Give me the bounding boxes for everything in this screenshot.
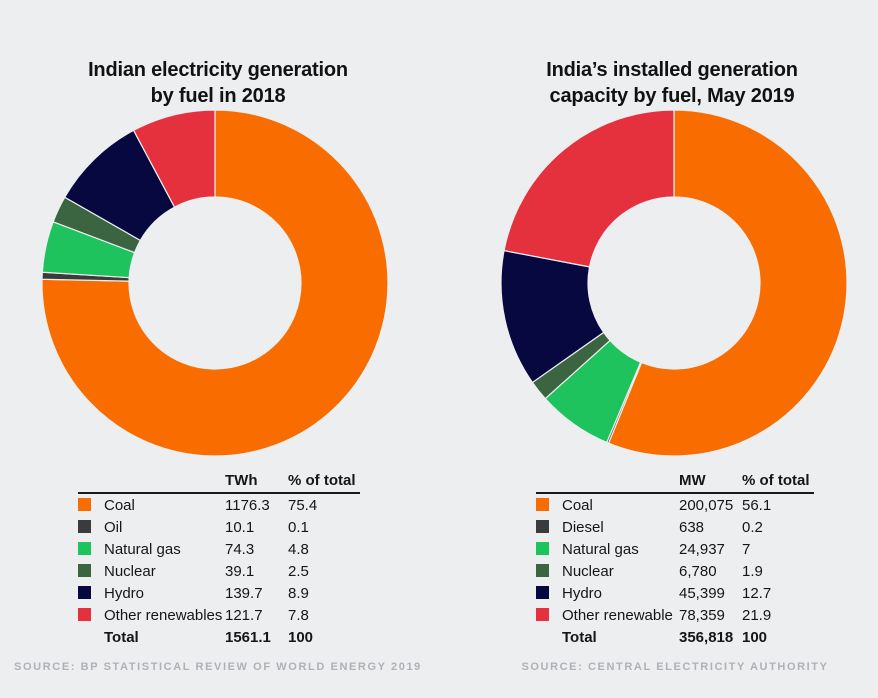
donut-chart-capacity-2019 xyxy=(500,109,848,457)
table-row-nuclear: Nuclear 6,780 1.9 xyxy=(536,560,814,582)
fuel-value: 638 xyxy=(679,518,705,536)
fuel-label: Diesel xyxy=(562,518,604,536)
table-row-other-renewable: Other renewable 78,359 21.9 xyxy=(536,604,814,626)
unit-header: MW xyxy=(679,471,706,489)
fuel-value: 1176.3 xyxy=(225,496,270,514)
table-header: MW % of total xyxy=(536,468,814,494)
fuel-value: 6,780 xyxy=(679,562,717,580)
table-row-oil: Oil 10.1 0.1 xyxy=(78,516,360,538)
slice-other-renewables xyxy=(132,109,216,208)
legend-swatch-coal xyxy=(536,497,549,511)
chart-title-capacity-2019: India’s installed generation capacity by… xyxy=(456,57,878,109)
fuel-label: Other renewable xyxy=(562,606,673,624)
fuel-label: Nuclear xyxy=(562,562,614,580)
fuel-value: 39.1 xyxy=(225,562,255,580)
unit-header: TWh xyxy=(225,471,258,489)
legend-swatch-hydro xyxy=(78,585,91,599)
percent-header: % of total xyxy=(288,471,356,489)
fuel-label: Hydro xyxy=(562,584,603,602)
fuel-value: 74.3 xyxy=(225,540,255,558)
fuel-label: Other renewables xyxy=(104,606,223,624)
fuel-label: Nuclear xyxy=(104,562,156,580)
total-value: 356,818 xyxy=(679,629,734,646)
fuel-table-capacity-2019: MW % of total Coal 200,075 56.1 Diesel 638 0.… xyxy=(536,468,814,649)
total-label: Total xyxy=(104,629,139,646)
fuel-percent: 1.9 xyxy=(742,562,763,580)
fuel-label: Oil xyxy=(104,518,123,536)
fuel-value: 78,359 xyxy=(679,606,725,624)
fuel-label: Natural gas xyxy=(562,540,639,558)
total-value: 1561.1 xyxy=(225,629,271,646)
fuel-label: Coal xyxy=(562,496,593,514)
fuel-label: Hydro xyxy=(104,584,145,602)
table-row-natural-gas: Natural gas 24,937 7 xyxy=(536,538,814,560)
fuel-label: Natural gas xyxy=(104,540,181,558)
donut-chart-generation-2018 xyxy=(41,109,389,457)
fuel-table-generation-2018: TWh % of total Coal 1176.3 75.4 Oil 10.1 0.1 N… xyxy=(78,468,360,649)
legend-swatch-nuclear xyxy=(536,563,549,577)
legend-swatch-coal xyxy=(78,497,91,511)
table-row-diesel: Diesel 638 0.2 xyxy=(536,516,814,538)
fuel-percent: 12.7 xyxy=(742,584,772,602)
slice-coal xyxy=(41,109,389,457)
title-line: Indian electricity generation xyxy=(88,58,348,81)
chart-title-generation-2018: Indian electricity generation by fuel in… xyxy=(2,57,434,109)
slice-coal xyxy=(607,109,848,457)
fuel-percent: 7 xyxy=(742,540,751,558)
table-row-hydro: Hydro 139.7 8.9 xyxy=(78,582,360,604)
total-percent: 100 xyxy=(288,629,314,646)
fuel-percent: 8.9 xyxy=(288,584,309,602)
fuel-value: 45,399 xyxy=(679,584,725,602)
table-row-natural-gas: Natural gas 74.3 4.8 xyxy=(78,538,360,560)
table-total-row: Total 1561.1 100 xyxy=(78,626,360,649)
title-line: India’s installed generation xyxy=(546,58,798,81)
total-percent: 100 xyxy=(742,629,768,646)
source-note-right: SOURCE: CENTRAL ELECTRICITY AUTHORITY xyxy=(521,661,829,673)
table-row-hydro: Hydro 45,399 12.7 xyxy=(536,582,814,604)
total-label: Total xyxy=(562,629,597,646)
fuel-percent: 0.1 xyxy=(288,518,309,536)
table-row-other-renewables: Other renewables 121.7 7.8 xyxy=(78,604,360,626)
fuel-percent: 75.4 xyxy=(288,496,318,514)
fuel-value: 139.7 xyxy=(225,584,263,602)
legend-swatch-other-renewable xyxy=(536,607,549,621)
table-row-coal: Coal 1176.3 75.4 xyxy=(78,494,360,516)
legend-swatch-hydro xyxy=(536,585,549,599)
table-row-nuclear: Nuclear 39.1 2.5 xyxy=(78,560,360,582)
source-note-left: SOURCE: BP STATISTICAL REVIEW OF WORLD E… xyxy=(14,661,422,673)
legend-swatch-natural-gas xyxy=(78,541,91,555)
fuel-percent: 21.9 xyxy=(742,606,772,624)
title-line: capacity by fuel, May 2019 xyxy=(549,84,795,107)
legend-swatch-nuclear xyxy=(78,563,91,577)
fuel-value: 121.7 xyxy=(225,606,263,624)
title-line: by fuel in 2018 xyxy=(150,84,286,107)
fuel-value: 24,937 xyxy=(679,540,725,558)
fuel-label: Coal xyxy=(104,496,135,514)
fuel-percent: 4.8 xyxy=(288,540,309,558)
table-total-row: Total 356,818 100 xyxy=(536,626,814,649)
legend-swatch-diesel xyxy=(536,519,549,533)
fuel-percent: 0.2 xyxy=(742,518,763,536)
percent-header: % of total xyxy=(742,471,810,489)
fuel-percent: 56.1 xyxy=(742,496,772,514)
legend-swatch-oil xyxy=(78,519,91,533)
table-header: TWh % of total xyxy=(78,468,360,494)
fuel-value: 200,075 xyxy=(679,496,734,514)
table-row-coal: Coal 200,075 56.1 xyxy=(536,494,814,516)
legend-swatch-other-renewables xyxy=(78,607,91,621)
fuel-percent: 7.8 xyxy=(288,606,309,624)
fuel-value: 10.1 xyxy=(225,518,255,536)
fuel-percent: 2.5 xyxy=(288,562,309,580)
slice-other-renewable xyxy=(503,109,675,268)
legend-swatch-natural-gas xyxy=(536,541,549,555)
